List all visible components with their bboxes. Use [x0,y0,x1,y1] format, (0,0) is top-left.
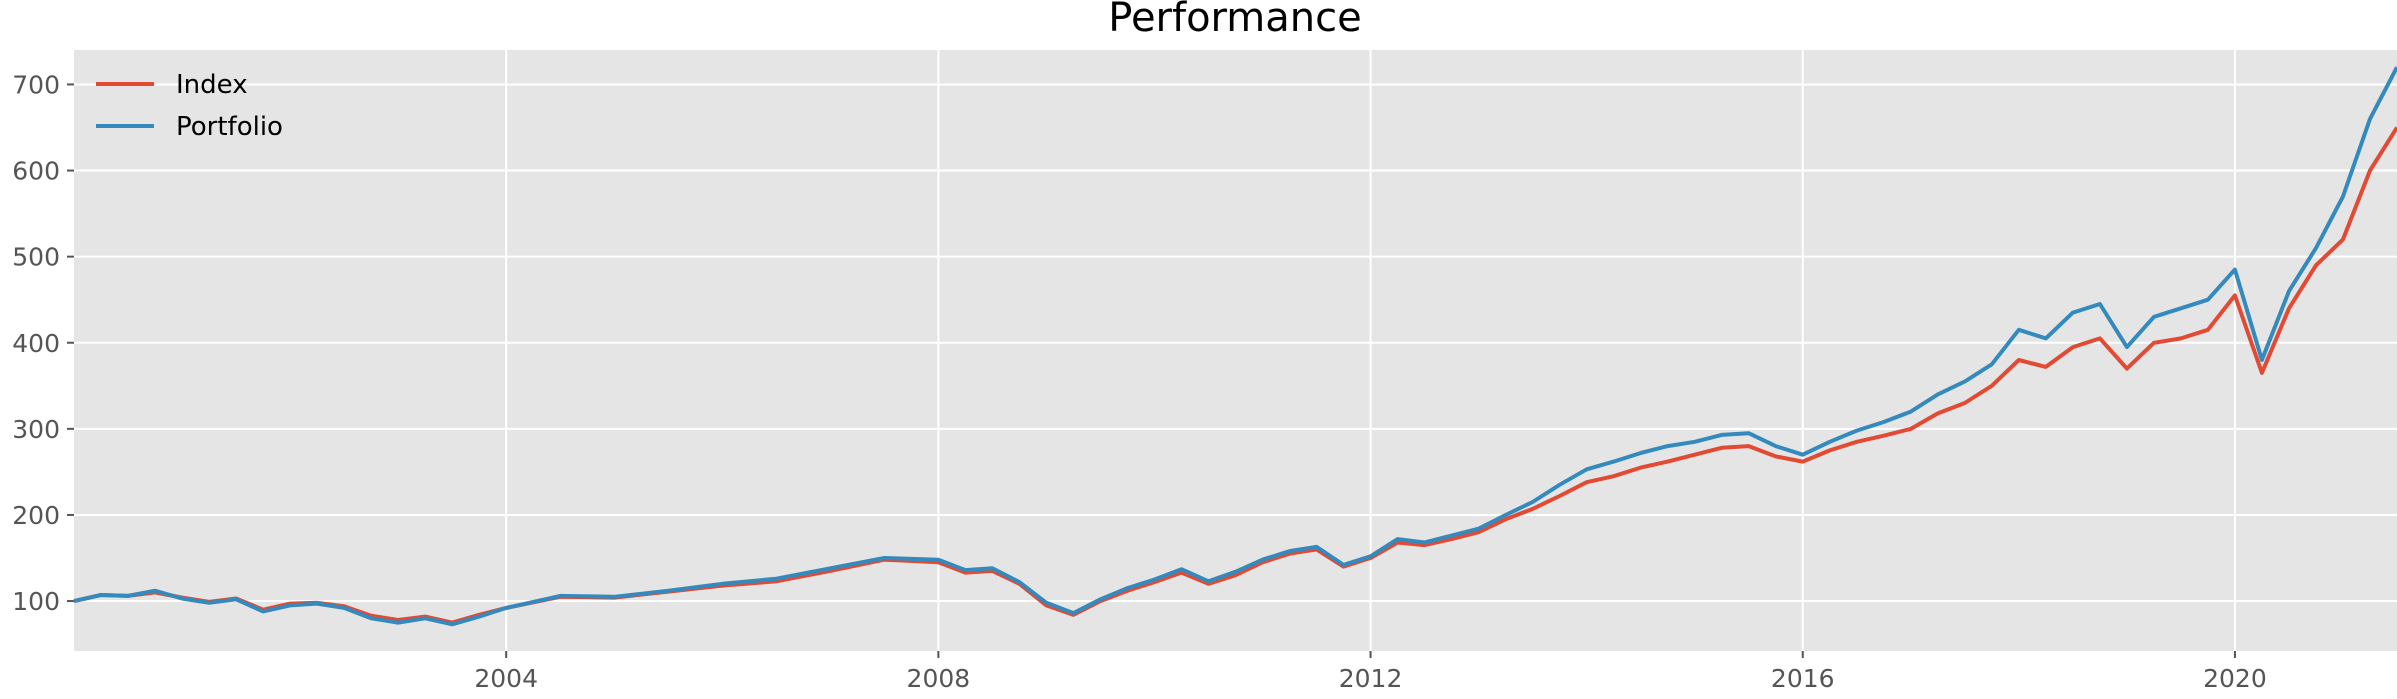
x-axis: 2004 2008 2012 2016 2020 [474,651,2267,693]
chart-title: Performance [1108,0,1361,41]
y-tick-label: 100 [12,587,60,616]
legend-label-portfolio: Portfolio [176,112,283,142]
y-axis: 100 200 300 400 500 600 700 [12,70,74,616]
legend: Index Portfolio [96,70,283,142]
y-tick-label: 700 [12,70,60,99]
x-tick-label: 2020 [2203,664,2267,693]
y-tick-label: 500 [12,243,60,272]
y-tick-label: 200 [12,501,60,530]
series-lines [73,66,2397,627]
y-tick-label: 400 [12,329,60,358]
x-tick-label: 2012 [1339,664,1403,693]
x-tick-label: 2004 [474,664,538,693]
plot-area [74,50,2397,651]
series-line-portfolio [73,66,2397,627]
x-tick-label: 2008 [907,664,971,693]
y-tick-label: 600 [12,157,60,186]
y-tick-label: 300 [12,415,60,444]
x-tick-label: 2016 [1771,664,1835,693]
legend-label-index: Index [176,70,248,100]
